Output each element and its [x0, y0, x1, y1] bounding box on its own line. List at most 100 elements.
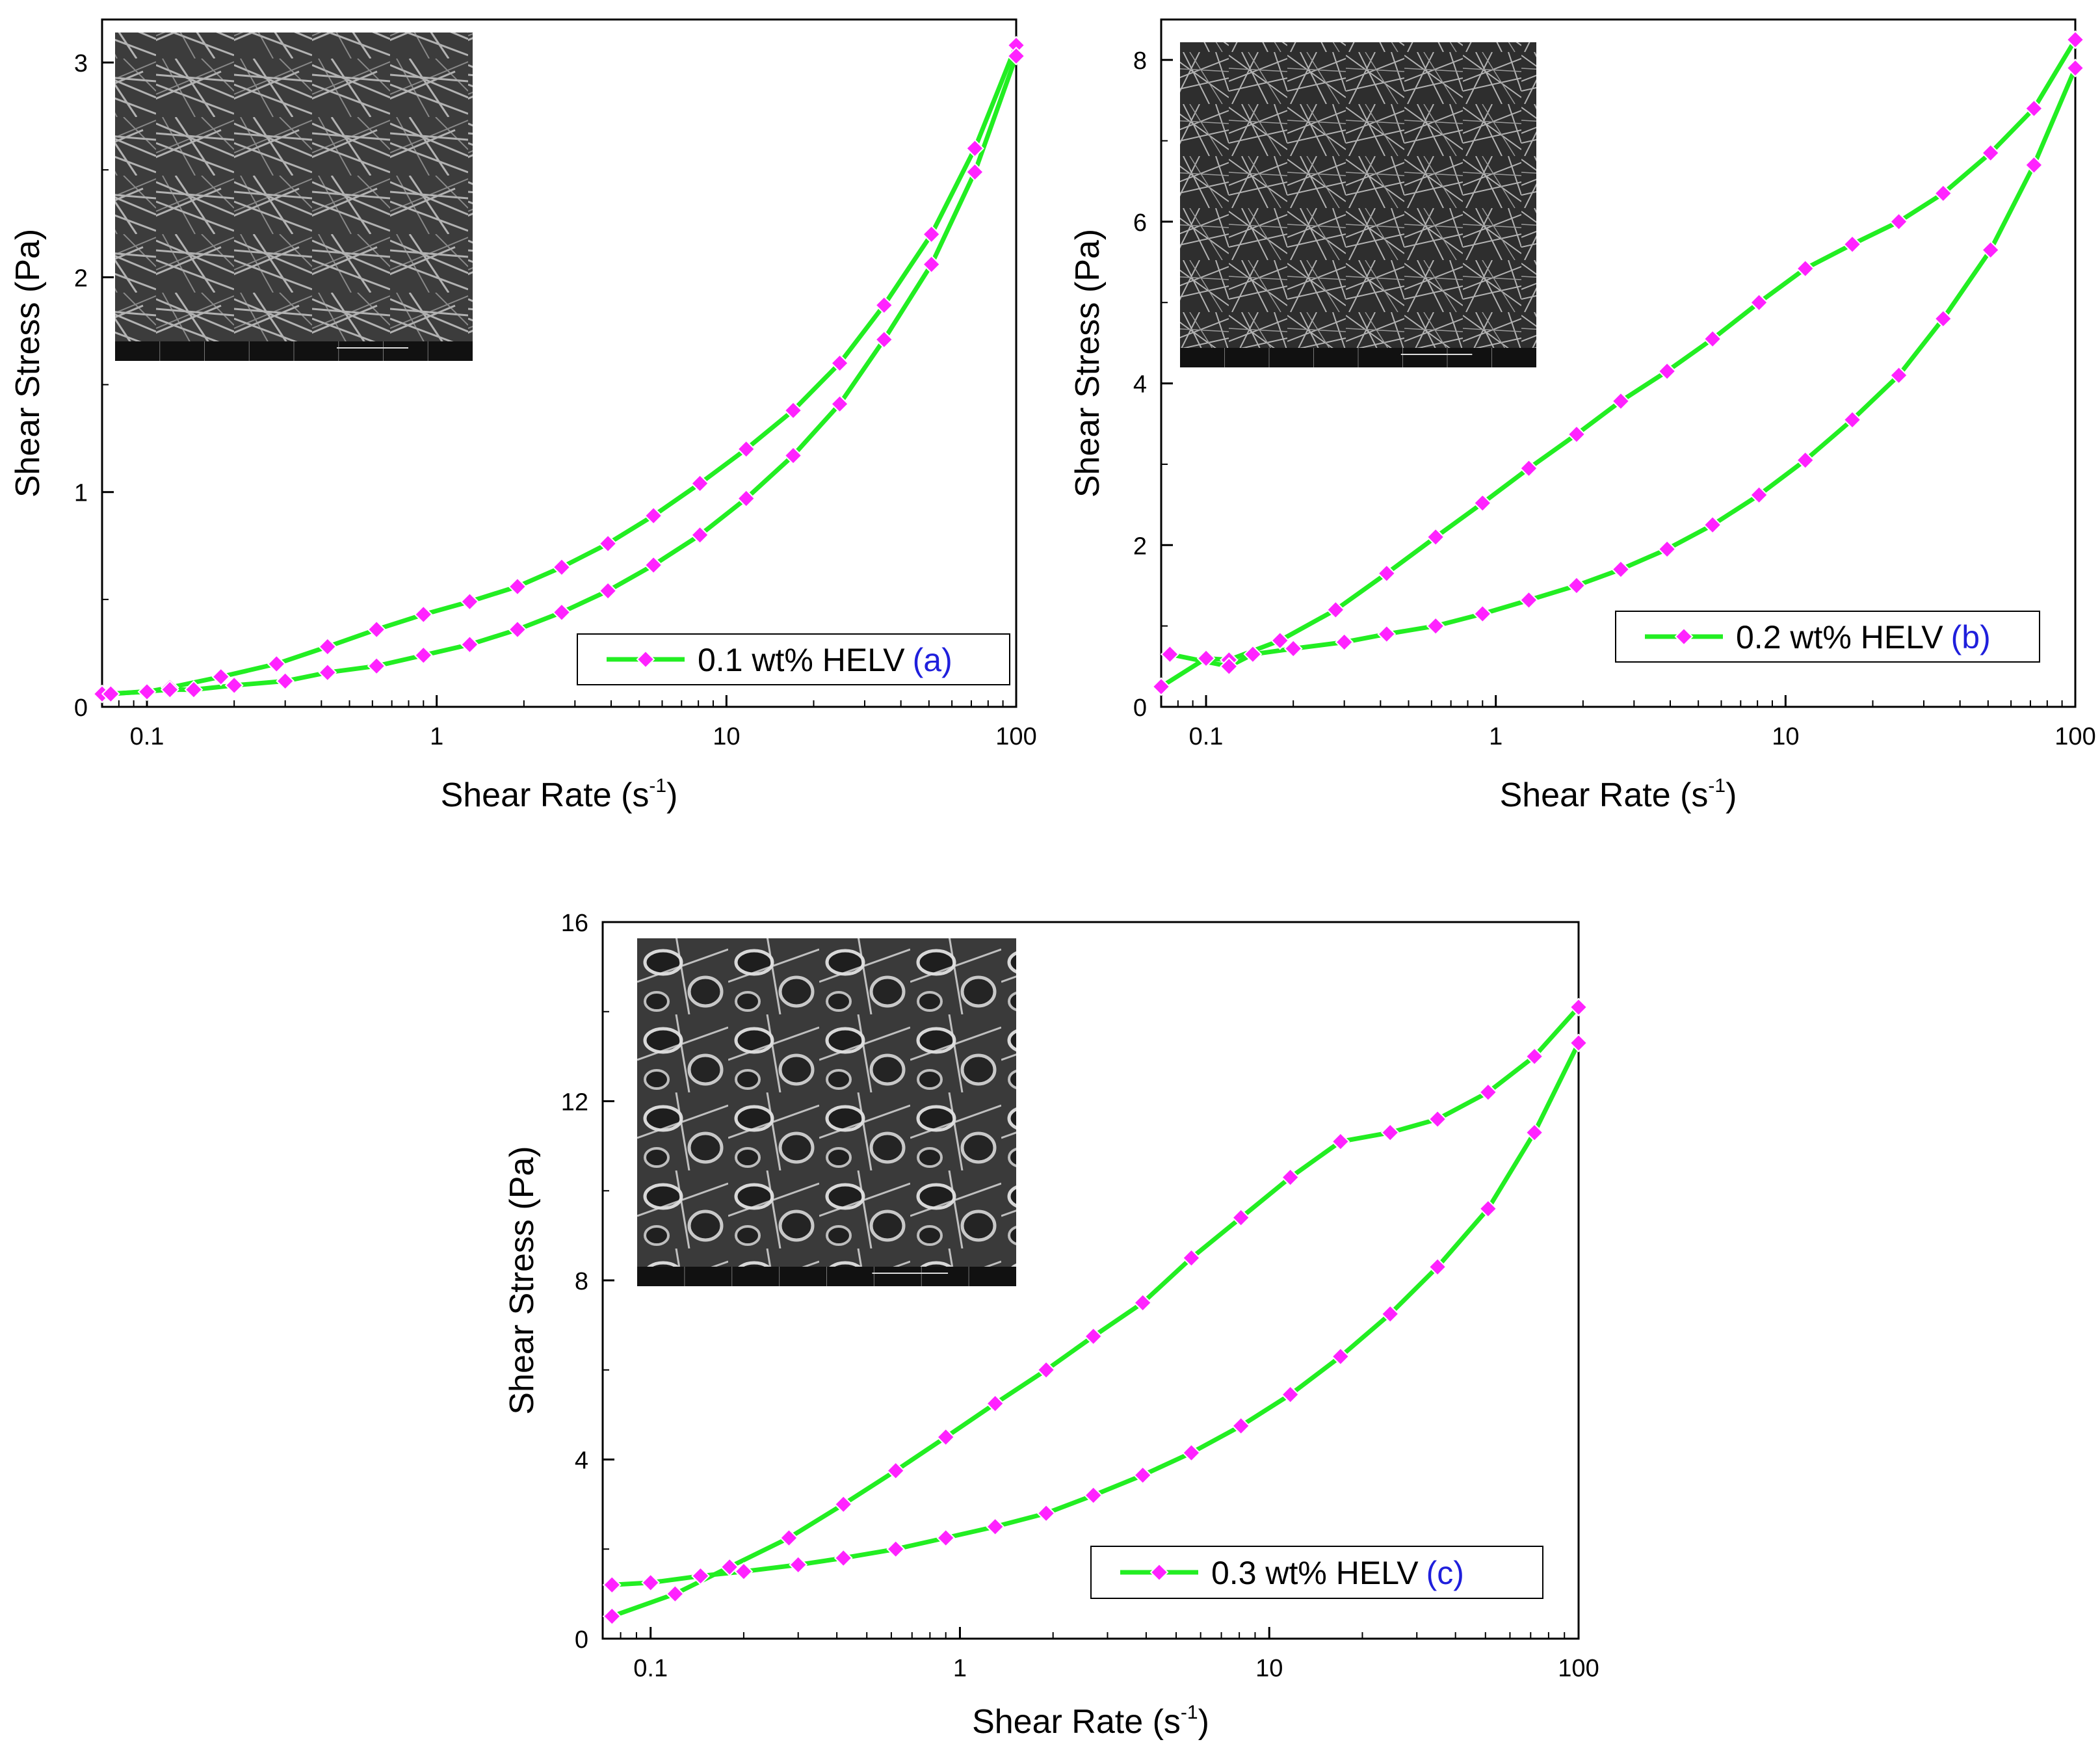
series-line-up — [611, 1005, 1581, 1618]
y-tick-label: 3 — [74, 50, 88, 77]
y-tick-label: 1 — [74, 480, 88, 507]
data-point-down — [2066, 59, 2085, 78]
data-point-down — [789, 1555, 808, 1574]
legend: 0.2 wt% HELV (b) — [1615, 611, 2040, 663]
data-point-up — [936, 1427, 956, 1447]
x-tick-label: 100 — [1558, 1655, 1599, 1682]
data-point-up — [602, 1607, 622, 1626]
y-tick-label: 0 — [575, 1626, 588, 1654]
data-point-down — [1750, 485, 1768, 505]
x-axis-title-end: ) — [1726, 776, 1737, 814]
data-point-up — [720, 1557, 739, 1577]
data-point-up — [1525, 1047, 1544, 1066]
data-point-down — [1796, 451, 1815, 470]
y-tick-label: 0 — [1133, 694, 1147, 722]
x-axis-title-text: Shear Rate (s — [441, 776, 650, 814]
data-point-up — [874, 295, 894, 315]
y-tick-label: 8 — [575, 1268, 588, 1295]
data-point-up — [1889, 212, 1908, 231]
data-point-down — [1567, 576, 1586, 595]
data-point-down — [1231, 1416, 1251, 1436]
data-point-up — [783, 401, 803, 420]
data-point-down — [734, 1562, 754, 1581]
x-axis-title-text: Shear Rate (s — [1500, 776, 1709, 814]
x-tick-label: 1 — [430, 723, 443, 750]
data-point-up — [552, 557, 571, 577]
sem-inset-image — [637, 938, 1016, 1286]
data-point-down — [1219, 657, 1239, 676]
chart-panel-b: 0.1 1 10 100 0 2 4 6 8 Shear Rate (s-1) Shear Stre… — [1069, 18, 2096, 814]
data-point-down — [936, 1528, 956, 1548]
data-point-up — [1843, 235, 1862, 254]
data-point-up — [986, 1394, 1005, 1413]
data-point-up — [1182, 1248, 1201, 1267]
data-point-up — [1657, 362, 1677, 381]
data-point-up — [460, 592, 479, 611]
data-point-down — [1934, 309, 1953, 328]
data-point-down — [160, 680, 179, 699]
data-point-down — [598, 581, 618, 601]
data-point-up — [1377, 564, 1397, 583]
data-point-down — [1843, 410, 1862, 429]
data-point-down — [1377, 624, 1397, 644]
data-point-down — [874, 330, 894, 349]
data-point-down — [1335, 633, 1354, 652]
data-point-down — [367, 656, 386, 676]
data-point-up — [1270, 631, 1290, 650]
data-point-down — [552, 603, 571, 622]
data-point-down — [1084, 1486, 1103, 1505]
data-point-down — [1182, 1443, 1201, 1462]
legend: 0.1 wt% HELV (a) — [577, 633, 1010, 685]
data-point-up — [1133, 1293, 1153, 1312]
y-tick-label: 2 — [1133, 533, 1147, 560]
data-point-down — [224, 676, 244, 695]
x-axis-title-sup: -1 — [1181, 1702, 1198, 1723]
data-point-down — [691, 1566, 710, 1585]
x-tick-label: 0.1 — [633, 1655, 668, 1682]
x-tick-label: 10 — [1255, 1655, 1283, 1682]
data-point-down — [1657, 540, 1677, 559]
x-tick-label: 100 — [995, 723, 1036, 750]
y-tick-label: 0 — [74, 694, 88, 722]
data-point-down — [1889, 365, 1908, 385]
data-point-down — [602, 1575, 622, 1594]
data-point-down — [783, 446, 803, 465]
data-point-up — [1196, 648, 1216, 668]
data-point-down — [1703, 515, 1722, 535]
x-axis-title-sup: -1 — [1708, 775, 1726, 797]
sem-inset-image — [115, 33, 473, 361]
data-point-down — [1473, 604, 1492, 624]
data-point-up — [211, 667, 231, 687]
x-axis-title: Shear Rate (s-1) — [1500, 775, 1737, 814]
y-tick-label: 4 — [575, 1447, 588, 1475]
legend-label-text: 0.3 wt% HELV — [1211, 1555, 1419, 1591]
data-point-up — [1473, 494, 1492, 513]
data-point-down — [1569, 1033, 1588, 1053]
data-point-up — [1611, 391, 1631, 411]
data-point-down — [460, 635, 479, 654]
legend-marker-swatch — [1674, 627, 1694, 646]
sem-micrograph — [637, 938, 1016, 1286]
data-point-down — [1006, 46, 1026, 66]
data-point-up — [1326, 600, 1345, 620]
data-point-up — [1567, 425, 1586, 444]
y-axis-title: Shear Stress (Pa) — [9, 229, 47, 497]
data-point-up — [780, 1528, 798, 1548]
data-point-up — [1231, 1208, 1251, 1227]
x-axis-title-end: ) — [666, 776, 677, 814]
legend-panel-tag: (b) — [1951, 619, 1991, 655]
data-point-down — [830, 394, 849, 414]
legend: 0.3 wt% HELV (c) — [1090, 1546, 1543, 1599]
data-point-down — [1519, 590, 1538, 610]
x-axis-title-end: ) — [1198, 1703, 1209, 1741]
legend-label-text: 0.1 wt% HELV — [698, 642, 905, 678]
legend-marker-swatch — [1149, 1563, 1169, 1582]
data-point-down — [965, 163, 984, 181]
data-point-down — [690, 525, 709, 545]
data-point-up — [690, 474, 709, 493]
data-point-up — [598, 534, 618, 553]
data-point-up — [508, 577, 527, 596]
data-point-up — [137, 682, 157, 702]
data-point-up — [1750, 293, 1768, 312]
legend-panel-tag: (a) — [913, 642, 952, 678]
